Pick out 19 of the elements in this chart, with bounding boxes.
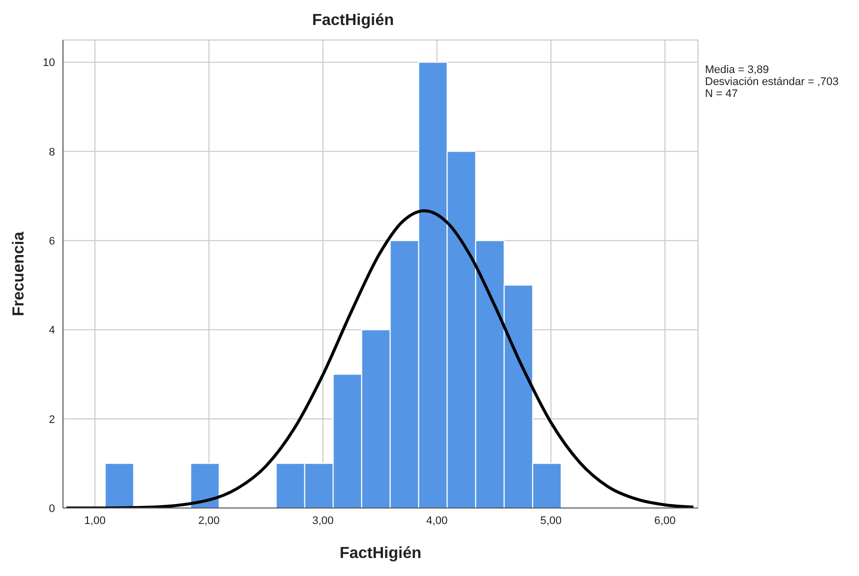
y-tick-label: 2 xyxy=(48,414,55,426)
x-axis-title: FactHigién xyxy=(340,545,422,562)
y-tick-label: 0 xyxy=(48,502,55,515)
line-series xyxy=(64,209,695,508)
x-tick-label: 6,00 xyxy=(654,514,676,527)
x-tick-label: 5,00 xyxy=(540,514,562,527)
chart-title: FactHigién xyxy=(311,12,395,30)
text: Media = 3,89 xyxy=(705,64,770,76)
x-tick-label: 3,00 xyxy=(312,514,334,527)
x-tick-label: 2,00 xyxy=(198,514,220,527)
y-tick-label: 6 xyxy=(48,235,55,248)
text: N = 47 xyxy=(705,88,739,100)
x-tick-label: 4,00 xyxy=(426,514,448,527)
text: Desviación estándar = ,703 xyxy=(705,76,839,88)
y-tick-label: 8 xyxy=(48,146,55,158)
y-tick-label: 10 xyxy=(42,57,55,70)
y-tick-label: 4 xyxy=(48,324,55,337)
y-axis-title: Frecuencia xyxy=(10,232,28,316)
x-tick-label: 1,00 xyxy=(84,514,106,527)
